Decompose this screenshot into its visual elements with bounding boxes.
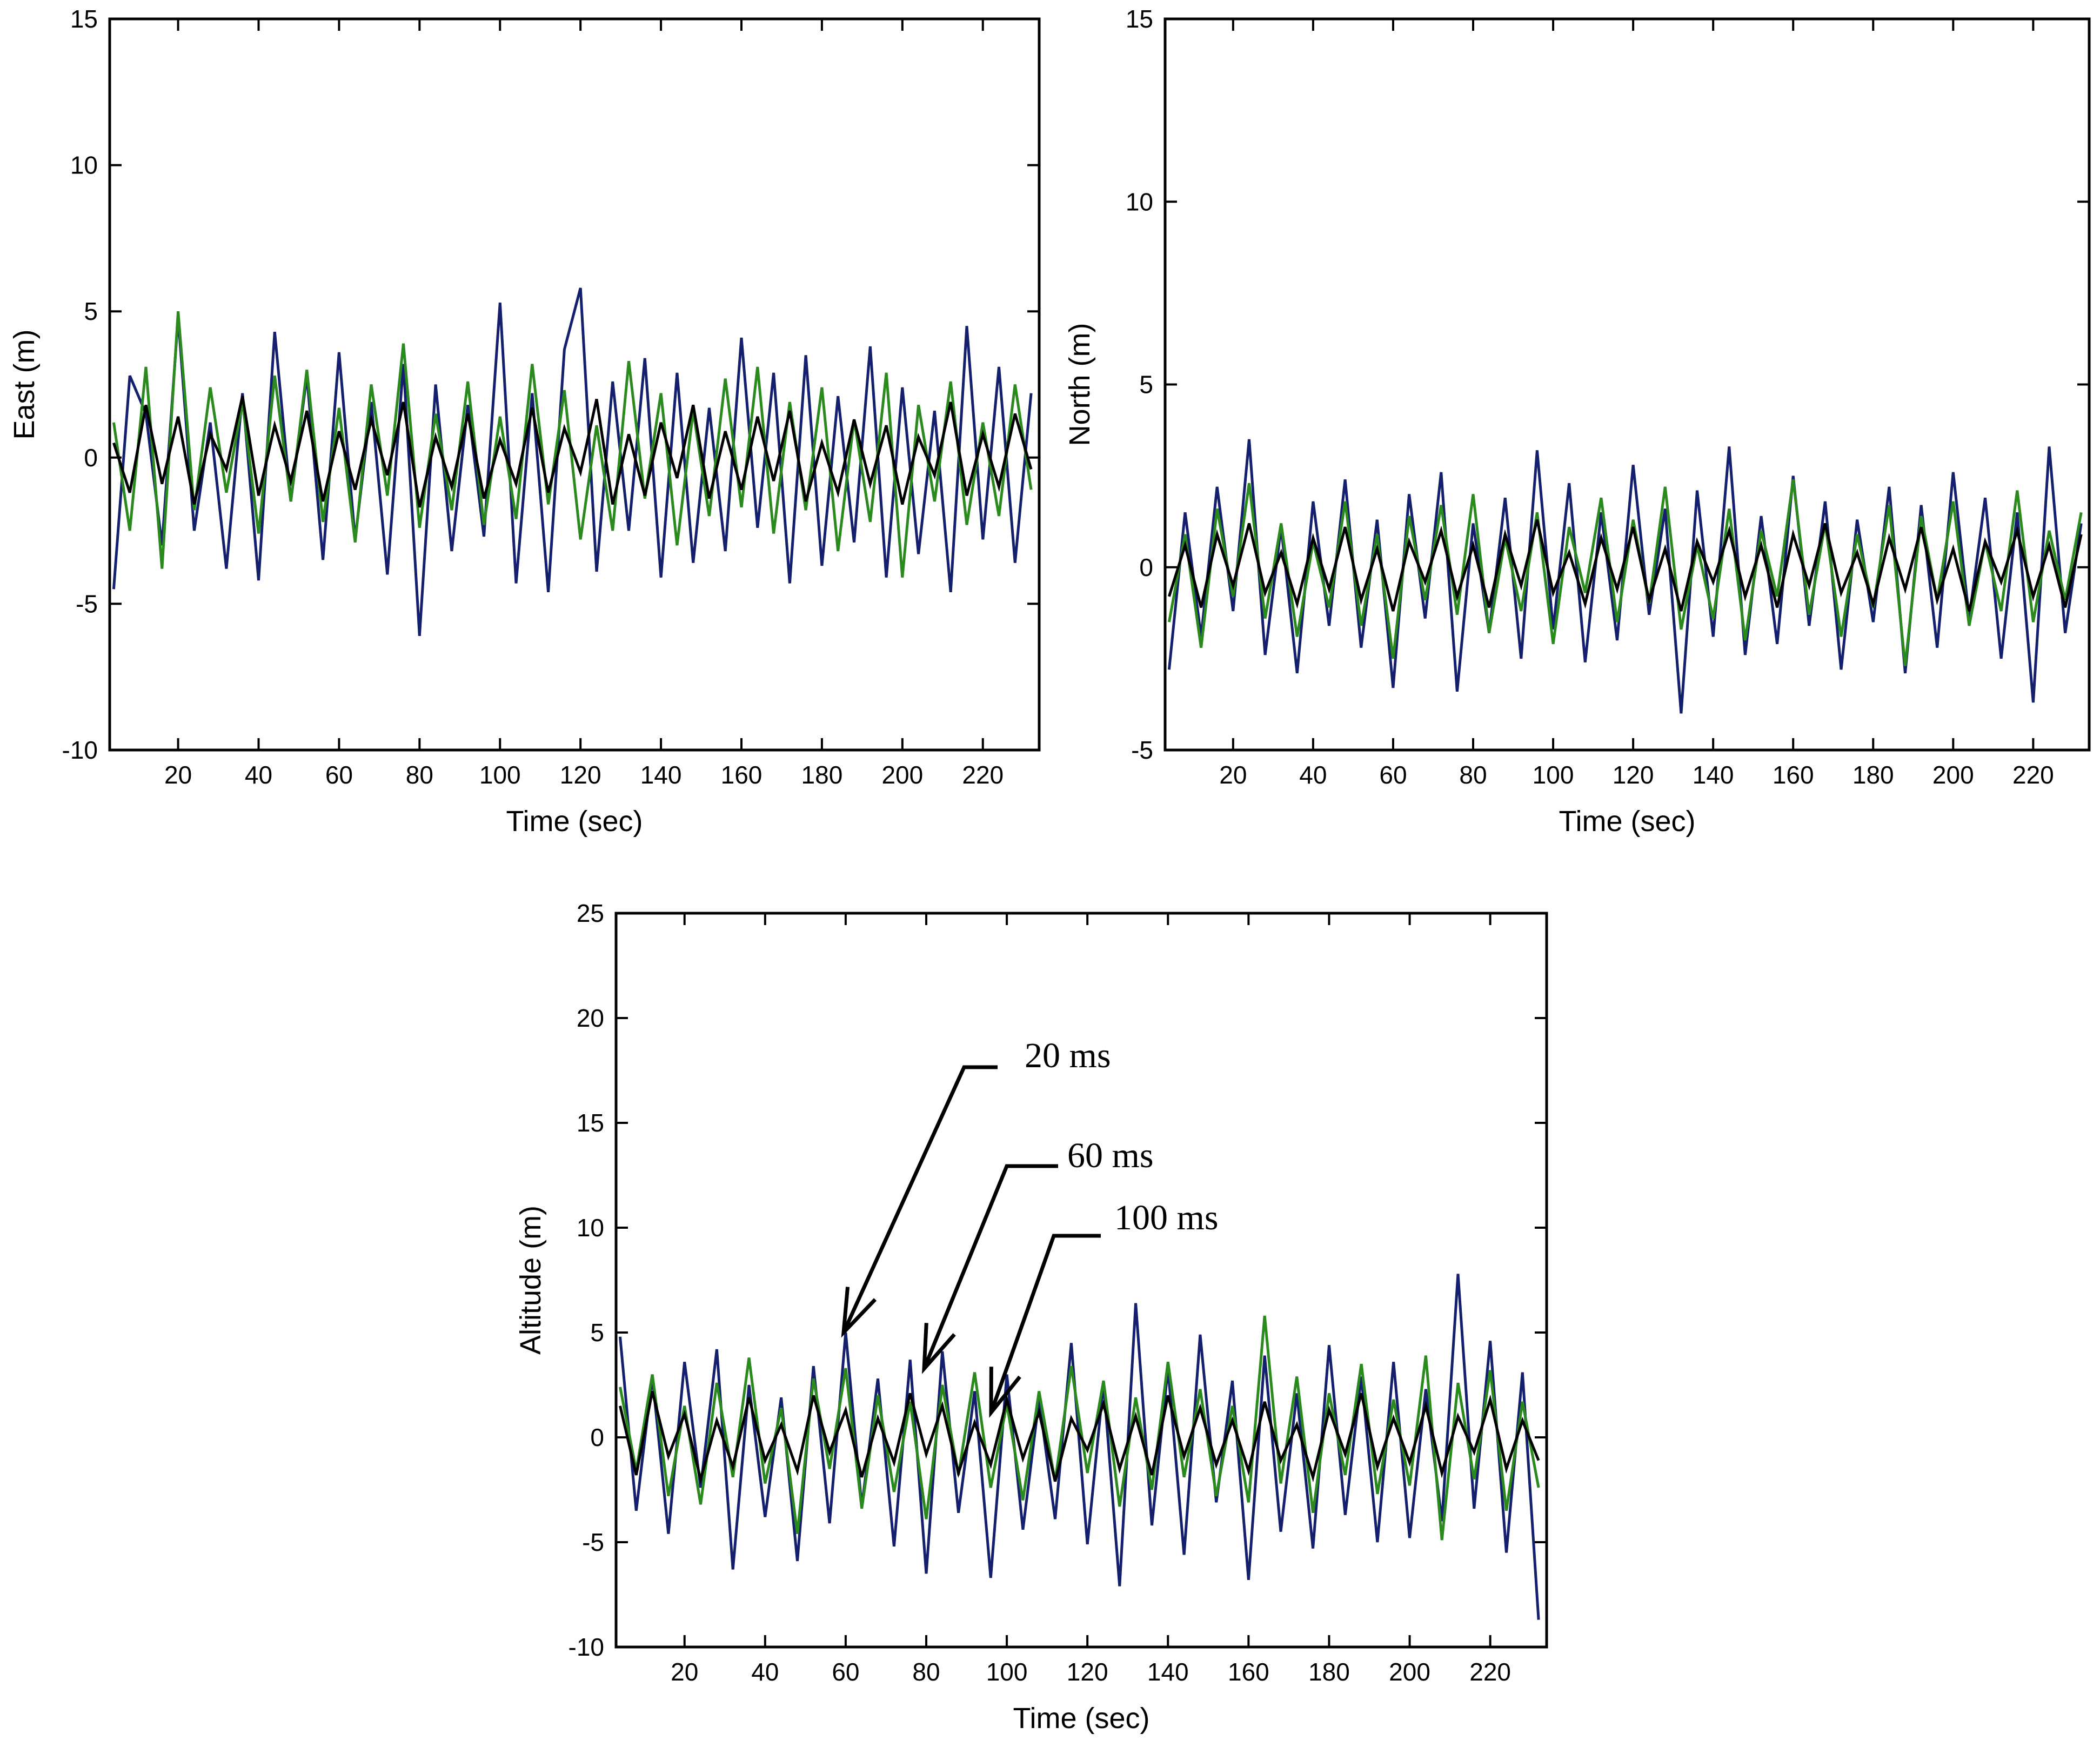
x-tick-label: 180 — [1308, 1658, 1350, 1686]
north-error-chart: 20 40 60 80 100 120 140 160 180 200 220 -5 0 5 10 15 Tim… — [1064, 5, 2091, 838]
axes-box — [1163, 17, 2091, 752]
y-tick-label: -5 — [1131, 736, 1153, 764]
y-tick-label: -5 — [76, 590, 98, 618]
x-tick-label: 100 — [1533, 761, 1574, 789]
y-axis-label: East (m) — [8, 329, 41, 439]
x-tick-label: 200 — [1389, 1658, 1430, 1686]
y-tick-label: 15 — [1126, 5, 1153, 33]
annotation-60ms: 60 ms — [921, 1136, 1154, 1374]
annotation-20ms: 20 ms — [841, 1036, 1111, 1338]
x-tick-label: 160 — [1228, 1658, 1269, 1686]
x-tick-label: 20 — [671, 1658, 698, 1686]
y-tick-label: -10 — [62, 736, 98, 764]
series-line-20ms — [619, 1274, 1540, 1620]
y-axis-label: Altitude (m) — [514, 1206, 547, 1355]
x-tick-label: 60 — [1379, 761, 1407, 789]
y-tick-label: 25 — [577, 899, 604, 927]
x-tick-label: 180 — [801, 761, 843, 789]
x-tick-label: 220 — [1469, 1658, 1511, 1686]
x-tick-label: 100 — [479, 761, 521, 789]
x-tick-label: 100 — [986, 1658, 1028, 1686]
x-tick-label: 220 — [962, 761, 1004, 789]
arrowhead-icon — [841, 1287, 877, 1338]
x-tick-label: 160 — [721, 761, 763, 789]
annotation-label: 20 ms — [1025, 1036, 1111, 1075]
x-tick-label: 120 — [1067, 1658, 1108, 1686]
x-tick-label: 80 — [406, 761, 433, 789]
y-tick-label: -5 — [582, 1528, 604, 1556]
x-tick-label: 40 — [751, 1658, 779, 1686]
y-tick-label: 5 — [1139, 371, 1153, 399]
x-tick-label: 120 — [1613, 761, 1654, 789]
x-tick-label: 140 — [1693, 761, 1734, 789]
x-axis-label: Time (sec) — [1013, 1702, 1150, 1735]
y-tick-label: 20 — [577, 1004, 604, 1032]
x-axis-label: Time (sec) — [1559, 805, 1696, 838]
y-tick-label: 10 — [1126, 188, 1153, 216]
annotation-100ms: 100 ms — [989, 1198, 1219, 1418]
x-tick-label: 220 — [2012, 761, 2054, 789]
x-tick-label: 120 — [560, 761, 601, 789]
x-axis-label: Time (sec) — [506, 805, 643, 838]
arrowhead-icon — [989, 1367, 1021, 1418]
y-tick-label: 10 — [577, 1214, 604, 1242]
y-tick-label: 0 — [1139, 553, 1153, 581]
y-tick-label: 5 — [590, 1318, 604, 1347]
arrowhead-icon — [921, 1323, 956, 1374]
x-tick-label: 20 — [164, 761, 192, 789]
x-tick-label: 80 — [1459, 761, 1487, 789]
x-tick-label: 60 — [832, 1658, 859, 1686]
series-line-100ms — [619, 1390, 1540, 1485]
x-tick-label: 60 — [325, 761, 353, 789]
x-tick-label: 160 — [1773, 761, 1814, 789]
axes-box — [108, 17, 1041, 752]
x-tick-label: 200 — [881, 761, 923, 789]
altitude-error-chart: 20 40 60 80 100 120 140 160 180 200 220 -10 -5 0 5 10 15… — [514, 899, 1548, 1735]
east-error-chart: 20 40 60 80 100 120 140 160 180 200 220 -10 -5 0 5 10 15… — [8, 5, 1041, 838]
series-line-100ms — [112, 396, 1033, 508]
annotation-leader-line — [841, 1065, 998, 1334]
y-axis-label: North (m) — [1064, 323, 1096, 446]
x-tick-label: 40 — [245, 761, 272, 789]
annotation-leader-line — [922, 1164, 1058, 1370]
y-tick-label: 10 — [70, 151, 98, 179]
y-tick-label: 15 — [70, 5, 98, 33]
y-tick-label: 15 — [577, 1109, 604, 1137]
x-tick-label: 140 — [1147, 1658, 1189, 1686]
x-tick-label: 40 — [1299, 761, 1327, 789]
x-tick-label: 200 — [1932, 761, 1974, 789]
annotation-label: 100 ms — [1114, 1198, 1219, 1237]
x-tick-label: 20 — [1219, 761, 1247, 789]
y-tick-label: 0 — [84, 444, 98, 472]
y-tick-label: 5 — [84, 297, 98, 325]
series-line-100ms — [1168, 519, 2083, 612]
x-tick-label: 140 — [640, 761, 682, 789]
axes-box — [614, 912, 1548, 1649]
annotation-label: 60 ms — [1067, 1136, 1154, 1175]
x-tick-label: 180 — [1852, 761, 1894, 789]
x-tick-label: 80 — [912, 1658, 940, 1686]
y-tick-label: -10 — [569, 1633, 604, 1661]
y-tick-label: 0 — [590, 1423, 604, 1451]
annotation-leader-line — [989, 1234, 1101, 1414]
